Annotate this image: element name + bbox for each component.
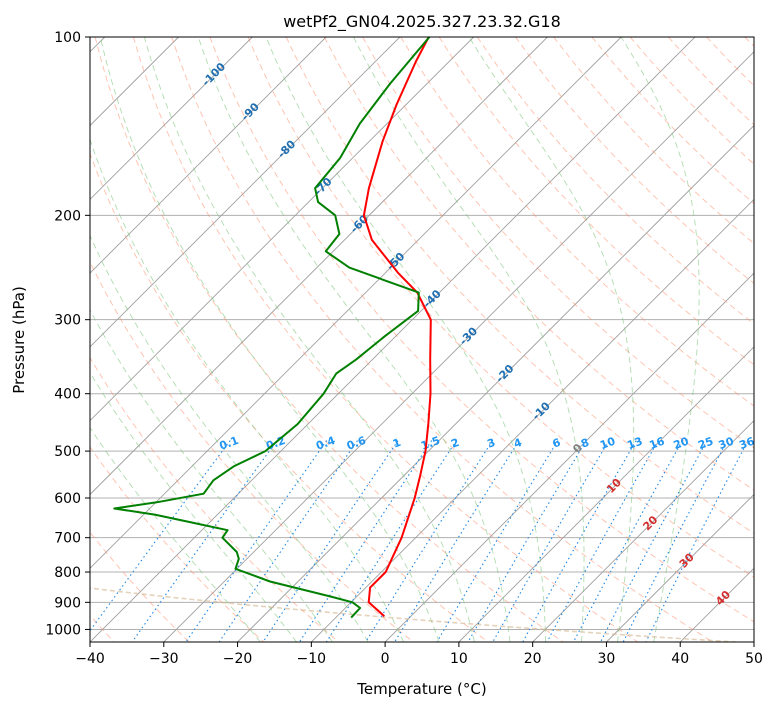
mixing-ratio-label: 1 — [391, 436, 403, 451]
dewpoint-profile-line — [113, 37, 431, 619]
mixing-ratio-label: 30 — [717, 434, 736, 452]
dry-adiabat-line — [90, 152, 489, 642]
isotherm-line — [532, 420, 754, 642]
mixing-ratio-line — [600, 440, 708, 642]
mixing-ratio-line — [467, 440, 587, 642]
isotherm-line — [606, 493, 754, 642]
moist-adiabat-line — [90, 234, 369, 642]
isotherm-line — [384, 272, 754, 642]
mixing-ratio-line — [185, 440, 328, 642]
mixing-ratio-line — [436, 440, 559, 642]
isotherm-line — [458, 346, 754, 642]
dry-adiabat-line — [209, 37, 754, 623]
isotherm-line — [90, 37, 474, 422]
y-tick-label: 800 — [54, 565, 81, 581]
y-tick-label: 900 — [54, 595, 81, 611]
y-tick-label: 400 — [54, 387, 81, 403]
mixing-ratio-label: 1.5 — [419, 434, 442, 453]
mixing-ratio-label: 0.1 — [218, 434, 241, 453]
axis-layer: −40 −30 −20 −10 0 10 20 30 40 50 1000 900 800 700 600 5… — [45, 30, 763, 667]
moist-adiabat-line — [90, 371, 297, 642]
isotherm-line — [90, 37, 548, 496]
mixing-ratio-label: 2 — [449, 436, 461, 451]
x-tick-label: 30 — [598, 651, 616, 667]
isotherm-line — [163, 51, 754, 642]
isotherm-line — [90, 37, 696, 642]
dry-adiabat-line — [438, 37, 754, 366]
mixing-ratio-label: 20 — [672, 434, 691, 452]
mixing-ratio-line — [394, 440, 520, 642]
plot-frame — [89, 36, 755, 643]
y-axis-label: Pressure (hPa) — [10, 286, 28, 394]
dry-adiabat-line — [132, 37, 639, 642]
mixing-ratio-label: 4 — [512, 436, 524, 451]
temperature-profile-line — [362, 37, 432, 617]
x-tick-label: 0 — [381, 651, 390, 667]
dry-adiabat-line — [285, 37, 754, 534]
mixing-ratio-label: 25 — [696, 435, 715, 452]
mixing-ratio-label: 3 — [485, 436, 497, 451]
y-tick-label: 200 — [54, 208, 81, 224]
isotherm-line — [90, 37, 253, 200]
mixing-ratio-label: 10 — [598, 434, 617, 452]
x-axis-label: Temperature (°C) — [356, 680, 486, 698]
mixing-ratio-label: 0.6 — [345, 434, 368, 453]
isotherm-line — [90, 37, 401, 348]
mixing-ratio-line — [299, 440, 433, 642]
dry-adiabat-line — [90, 261, 414, 642]
moist-adiabat-line — [197, 37, 511, 642]
mixing-ratio-label: 13 — [626, 435, 645, 452]
moist-adiabat-line — [143, 37, 475, 642]
moist-adiabat-line — [99, 37, 440, 642]
y-tick-label: 100 — [54, 30, 81, 46]
x-tick-label: 50 — [745, 651, 763, 667]
dry-adiabat-line — [94, 37, 564, 642]
mixing-ratio-line — [365, 440, 493, 642]
x-tick-label: −40 — [75, 651, 105, 667]
grid-layer — [90, 37, 754, 642]
x-tick-label: 20 — [524, 651, 542, 667]
dry-adiabat-line — [324, 37, 754, 491]
mixing-ratio-line — [90, 440, 231, 632]
y-tick-label: 300 — [54, 313, 81, 329]
isotherm-line — [90, 37, 622, 569]
dry-adiabat-line — [476, 37, 754, 325]
x-tick-label: −10 — [297, 651, 327, 667]
moist-adiabat-line — [620, 37, 700, 642]
moist-adiabat-line — [265, 37, 547, 642]
mixing-ratio-label: 8 — [579, 436, 591, 451]
isotherm-line — [237, 124, 754, 642]
mixing-ratio-line — [622, 440, 728, 642]
y-tick-label: 1000 — [45, 622, 81, 638]
x-tick-label: −30 — [149, 651, 179, 667]
dry-adiabat-line — [171, 37, 713, 642]
dry-adiabat-line — [247, 37, 754, 578]
y-tick-label: 500 — [54, 444, 81, 460]
mixing-ratio-label: 16 — [648, 434, 667, 452]
mixing-ratio-label: 6 — [551, 436, 563, 451]
series-layer — [113, 37, 432, 619]
mixing-ratio-label: 36 — [737, 434, 756, 452]
reference-lines-layer — [90, 37, 754, 642]
chart-title: wetPf2_GN04.2025.327.23.32.G18 — [283, 12, 561, 32]
mixing-ratio-line — [522, 440, 637, 642]
moist-adiabat-line — [90, 426, 261, 642]
isotherm-line — [90, 37, 327, 274]
mixing-ratio-line — [262, 440, 399, 642]
dry-adiabat-line — [90, 356, 339, 642]
y-tick-label: 700 — [54, 531, 81, 547]
mixing-ratio-line — [645, 440, 749, 642]
moist-adiabat-line — [90, 309, 333, 642]
y-tick-label: 600 — [54, 491, 81, 507]
mixing-ratio-label: 0.4 — [314, 434, 337, 453]
moist-adiabat-line — [90, 138, 405, 642]
x-tick-label: 40 — [671, 651, 689, 667]
x-tick-label: −20 — [223, 651, 253, 667]
dry-adiabat-line — [515, 37, 754, 285]
x-tick-label: 10 — [450, 651, 468, 667]
dry-adiabat-line — [90, 446, 265, 642]
